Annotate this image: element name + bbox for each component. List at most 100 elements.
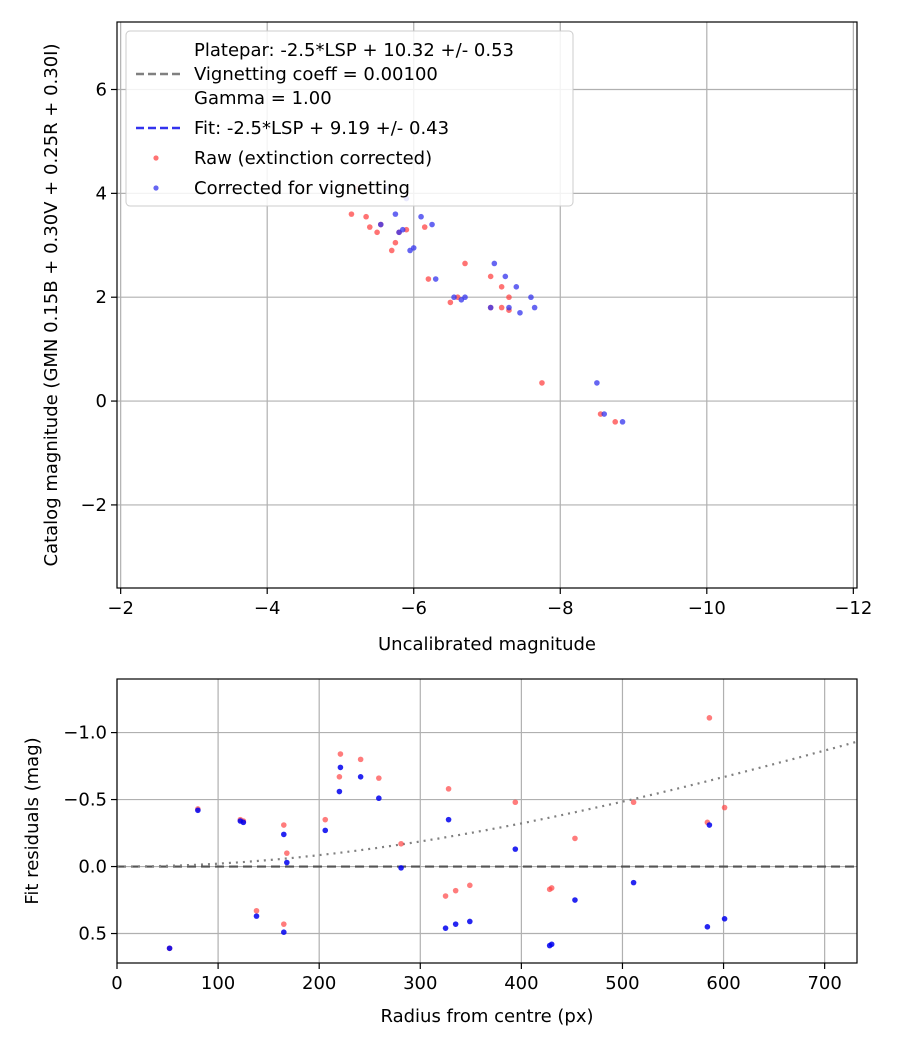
corrected-point	[506, 304, 512, 311]
corrected-point	[392, 211, 399, 217]
raw-residual-point	[337, 751, 344, 757]
corrected-residual-point	[337, 764, 344, 771]
raw-point	[425, 276, 432, 282]
corrected-point	[410, 245, 417, 251]
raw-residual-point	[572, 835, 578, 842]
corrected-residual-point	[452, 921, 459, 927]
top-x-tick-label: −6	[400, 598, 427, 619]
raw-residual-point	[512, 799, 519, 806]
bottom-x-tick-label: 400	[504, 973, 538, 994]
raw-point	[462, 260, 468, 267]
bottom-x-axis-label: Radius from centre (px)	[380, 1006, 593, 1027]
raw-residual-point	[706, 715, 713, 721]
raw-residual-point	[467, 882, 473, 889]
corrected-point	[517, 309, 523, 316]
corrected-point	[491, 260, 498, 267]
raw-point	[447, 299, 454, 306]
raw-point	[506, 294, 512, 301]
top-y-tick-label: 0	[96, 391, 107, 412]
top-x-axis-label: Uncalibrated magnitude	[378, 634, 596, 655]
corrected-residual-point	[467, 918, 473, 925]
corrected-residual-point	[706, 822, 713, 828]
corrected-point	[528, 294, 534, 301]
legend-corrected-label: Corrected for vignetting	[194, 178, 410, 199]
corrected-residual-point	[442, 925, 449, 931]
raw-point	[421, 224, 428, 230]
top-x-tick-label: −10	[688, 598, 726, 619]
corrected-residual-point	[398, 865, 404, 871]
top-x-tick-label: −2	[107, 598, 134, 619]
corrected-point	[432, 276, 439, 282]
top-x-tick-label: −8	[547, 598, 574, 619]
corrected-point	[513, 284, 520, 290]
top-plot: −2 −4 −6 −8 −10 −12 −2 0 2 4 6 Uncalibrated magnit…	[41, 21, 872, 655]
bottom-y-tick-label: 0.5	[78, 924, 107, 945]
legend-corrected-marker	[153, 185, 159, 191]
bottom-y-tick-label: −1.0	[63, 723, 107, 744]
corrected-point	[487, 304, 494, 311]
legend-box	[125, 30, 574, 207]
raw-point	[388, 247, 395, 254]
bottom-x-tick-label: 200	[302, 973, 336, 994]
corrected-point	[429, 221, 435, 228]
corrected-residual-point	[336, 788, 343, 795]
raw-residual-point	[357, 756, 364, 763]
raw-residual-point	[442, 893, 449, 899]
corrected-residual-point	[240, 819, 247, 826]
top-y-tick-label: −2	[80, 495, 107, 516]
corrected-residual-point	[630, 879, 637, 886]
bottom-scatter-points	[166, 715, 728, 952]
corrected-point	[462, 294, 468, 301]
legend-raw-marker	[153, 155, 159, 161]
corrected-point	[418, 213, 424, 220]
top-ticks: −2 −4 −6 −8 −10 −12 −2 0 2 4 6	[80, 80, 872, 619]
raw-point	[348, 211, 355, 217]
corrected-residual-point	[253, 913, 260, 919]
top-legend: Platepar: -2.5*LSP + 10.32 +/- 0.53 Vign…	[125, 30, 574, 207]
corrected-residual-point	[704, 924, 711, 930]
bottom-x-tick-label: 700	[807, 973, 841, 994]
bottom-plot-frame	[116, 678, 858, 964]
top-plot-frame	[116, 21, 858, 589]
bottom-plot: 0 100 200 300 400 500 600 700 0.5 0.0 −0.5 −1.0 Rad…	[22, 678, 858, 1027]
top-scatter-points	[348, 185, 626, 425]
corrected-residual-point	[357, 773, 364, 780]
raw-residual-point	[281, 822, 287, 828]
legend-platepar-line2: Vignetting coeff = 0.00100	[194, 64, 438, 85]
raw-point	[539, 380, 545, 386]
corrected-residual-point	[284, 859, 290, 866]
top-y-axis-label: Catalog magnitude (GMN 0.15B + 0.30V + 0…	[41, 43, 62, 566]
corrected-point	[502, 273, 509, 280]
legend-platepar-line1: Platepar: -2.5*LSP + 10.32 +/- 0.53	[194, 40, 514, 61]
raw-residual-point	[398, 840, 404, 847]
legend-fit-label: Fit: -2.5*LSP + 9.19 +/- 0.43	[194, 118, 449, 139]
raw-residual-point	[284, 850, 290, 856]
bottom-x-tick-label: 0	[111, 973, 122, 994]
top-y-tick-label: 4	[96, 183, 107, 204]
raw-point	[374, 229, 380, 236]
legend-raw-label: Raw (extinction corrected)	[194, 148, 432, 169]
corrected-residual-point	[195, 807, 201, 814]
corrected-point	[451, 294, 457, 301]
corrected-point	[619, 419, 626, 425]
top-x-tick-label: −4	[254, 598, 281, 619]
top-x-tick-label: −12	[834, 598, 872, 619]
raw-point	[498, 304, 505, 311]
raw-point	[366, 224, 373, 230]
bottom-reference-lines	[117, 740, 857, 868]
raw-residual-point	[376, 775, 382, 781]
raw-residual-point	[322, 816, 329, 823]
bottom-x-tick-label: 100	[201, 973, 235, 994]
bottom-x-tick-label: 600	[706, 973, 740, 994]
corrected-residual-point	[166, 945, 173, 952]
corrected-point	[377, 221, 384, 228]
corrected-residual-point	[281, 929, 287, 935]
corrected-residual-point	[445, 816, 452, 823]
bottom-y-tick-label: −0.5	[63, 790, 107, 811]
raw-residual-point	[548, 885, 555, 891]
corrected-residual-point	[548, 941, 555, 948]
raw-residual-point	[721, 804, 728, 811]
top-y-tick-label: 2	[96, 287, 107, 308]
